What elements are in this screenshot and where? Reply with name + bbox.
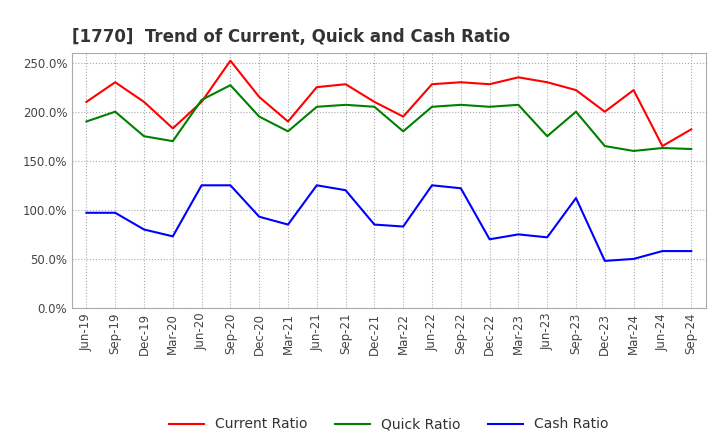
Current Ratio xyxy=(428,81,436,87)
Cash Ratio xyxy=(168,234,177,239)
Quick Ratio xyxy=(312,104,321,110)
Quick Ratio xyxy=(514,102,523,107)
Cash Ratio xyxy=(82,210,91,216)
Cash Ratio xyxy=(514,232,523,237)
Cash Ratio xyxy=(399,224,408,229)
Quick Ratio xyxy=(370,104,379,110)
Quick Ratio xyxy=(485,104,494,110)
Cash Ratio xyxy=(485,237,494,242)
Cash Ratio xyxy=(255,214,264,220)
Line: Current Ratio: Current Ratio xyxy=(86,61,691,146)
Quick Ratio xyxy=(687,147,696,152)
Quick Ratio xyxy=(197,97,206,103)
Current Ratio xyxy=(456,80,465,85)
Cash Ratio xyxy=(312,183,321,188)
Current Ratio xyxy=(600,109,609,114)
Current Ratio xyxy=(658,143,667,149)
Quick Ratio xyxy=(255,114,264,119)
Quick Ratio xyxy=(226,83,235,88)
Current Ratio xyxy=(399,114,408,119)
Quick Ratio xyxy=(428,104,436,110)
Text: [1770]  Trend of Current, Quick and Cash Ratio: [1770] Trend of Current, Quick and Cash … xyxy=(72,28,510,46)
Quick Ratio xyxy=(600,143,609,149)
Current Ratio xyxy=(341,81,350,87)
Cash Ratio xyxy=(111,210,120,216)
Line: Cash Ratio: Cash Ratio xyxy=(86,185,691,261)
Current Ratio xyxy=(226,58,235,63)
Cash Ratio xyxy=(658,249,667,254)
Quick Ratio xyxy=(456,102,465,107)
Line: Quick Ratio: Quick Ratio xyxy=(86,85,691,151)
Cash Ratio xyxy=(543,235,552,240)
Current Ratio xyxy=(82,99,91,105)
Cash Ratio xyxy=(456,186,465,191)
Quick Ratio xyxy=(543,134,552,139)
Quick Ratio xyxy=(82,119,91,124)
Current Ratio xyxy=(111,80,120,85)
Cash Ratio xyxy=(629,256,638,261)
Current Ratio xyxy=(485,81,494,87)
Cash Ratio xyxy=(572,195,580,201)
Current Ratio xyxy=(629,88,638,93)
Cash Ratio xyxy=(370,222,379,227)
Cash Ratio xyxy=(428,183,436,188)
Current Ratio xyxy=(284,119,292,124)
Quick Ratio xyxy=(284,128,292,134)
Current Ratio xyxy=(572,88,580,93)
Quick Ratio xyxy=(140,134,148,139)
Quick Ratio xyxy=(399,128,408,134)
Current Ratio xyxy=(514,75,523,80)
Cash Ratio xyxy=(140,227,148,232)
Current Ratio xyxy=(687,127,696,132)
Quick Ratio xyxy=(341,102,350,107)
Current Ratio xyxy=(197,99,206,105)
Cash Ratio xyxy=(341,187,350,193)
Cash Ratio xyxy=(687,249,696,254)
Cash Ratio xyxy=(226,183,235,188)
Legend: Current Ratio, Quick Ratio, Cash Ratio: Current Ratio, Quick Ratio, Cash Ratio xyxy=(163,412,614,437)
Quick Ratio xyxy=(168,139,177,144)
Current Ratio xyxy=(140,99,148,105)
Quick Ratio xyxy=(111,109,120,114)
Current Ratio xyxy=(312,84,321,90)
Quick Ratio xyxy=(629,148,638,154)
Quick Ratio xyxy=(572,109,580,114)
Cash Ratio xyxy=(284,222,292,227)
Current Ratio xyxy=(543,80,552,85)
Quick Ratio xyxy=(658,145,667,150)
Cash Ratio xyxy=(600,258,609,264)
Cash Ratio xyxy=(197,183,206,188)
Current Ratio xyxy=(255,94,264,99)
Current Ratio xyxy=(370,99,379,105)
Current Ratio xyxy=(168,126,177,131)
